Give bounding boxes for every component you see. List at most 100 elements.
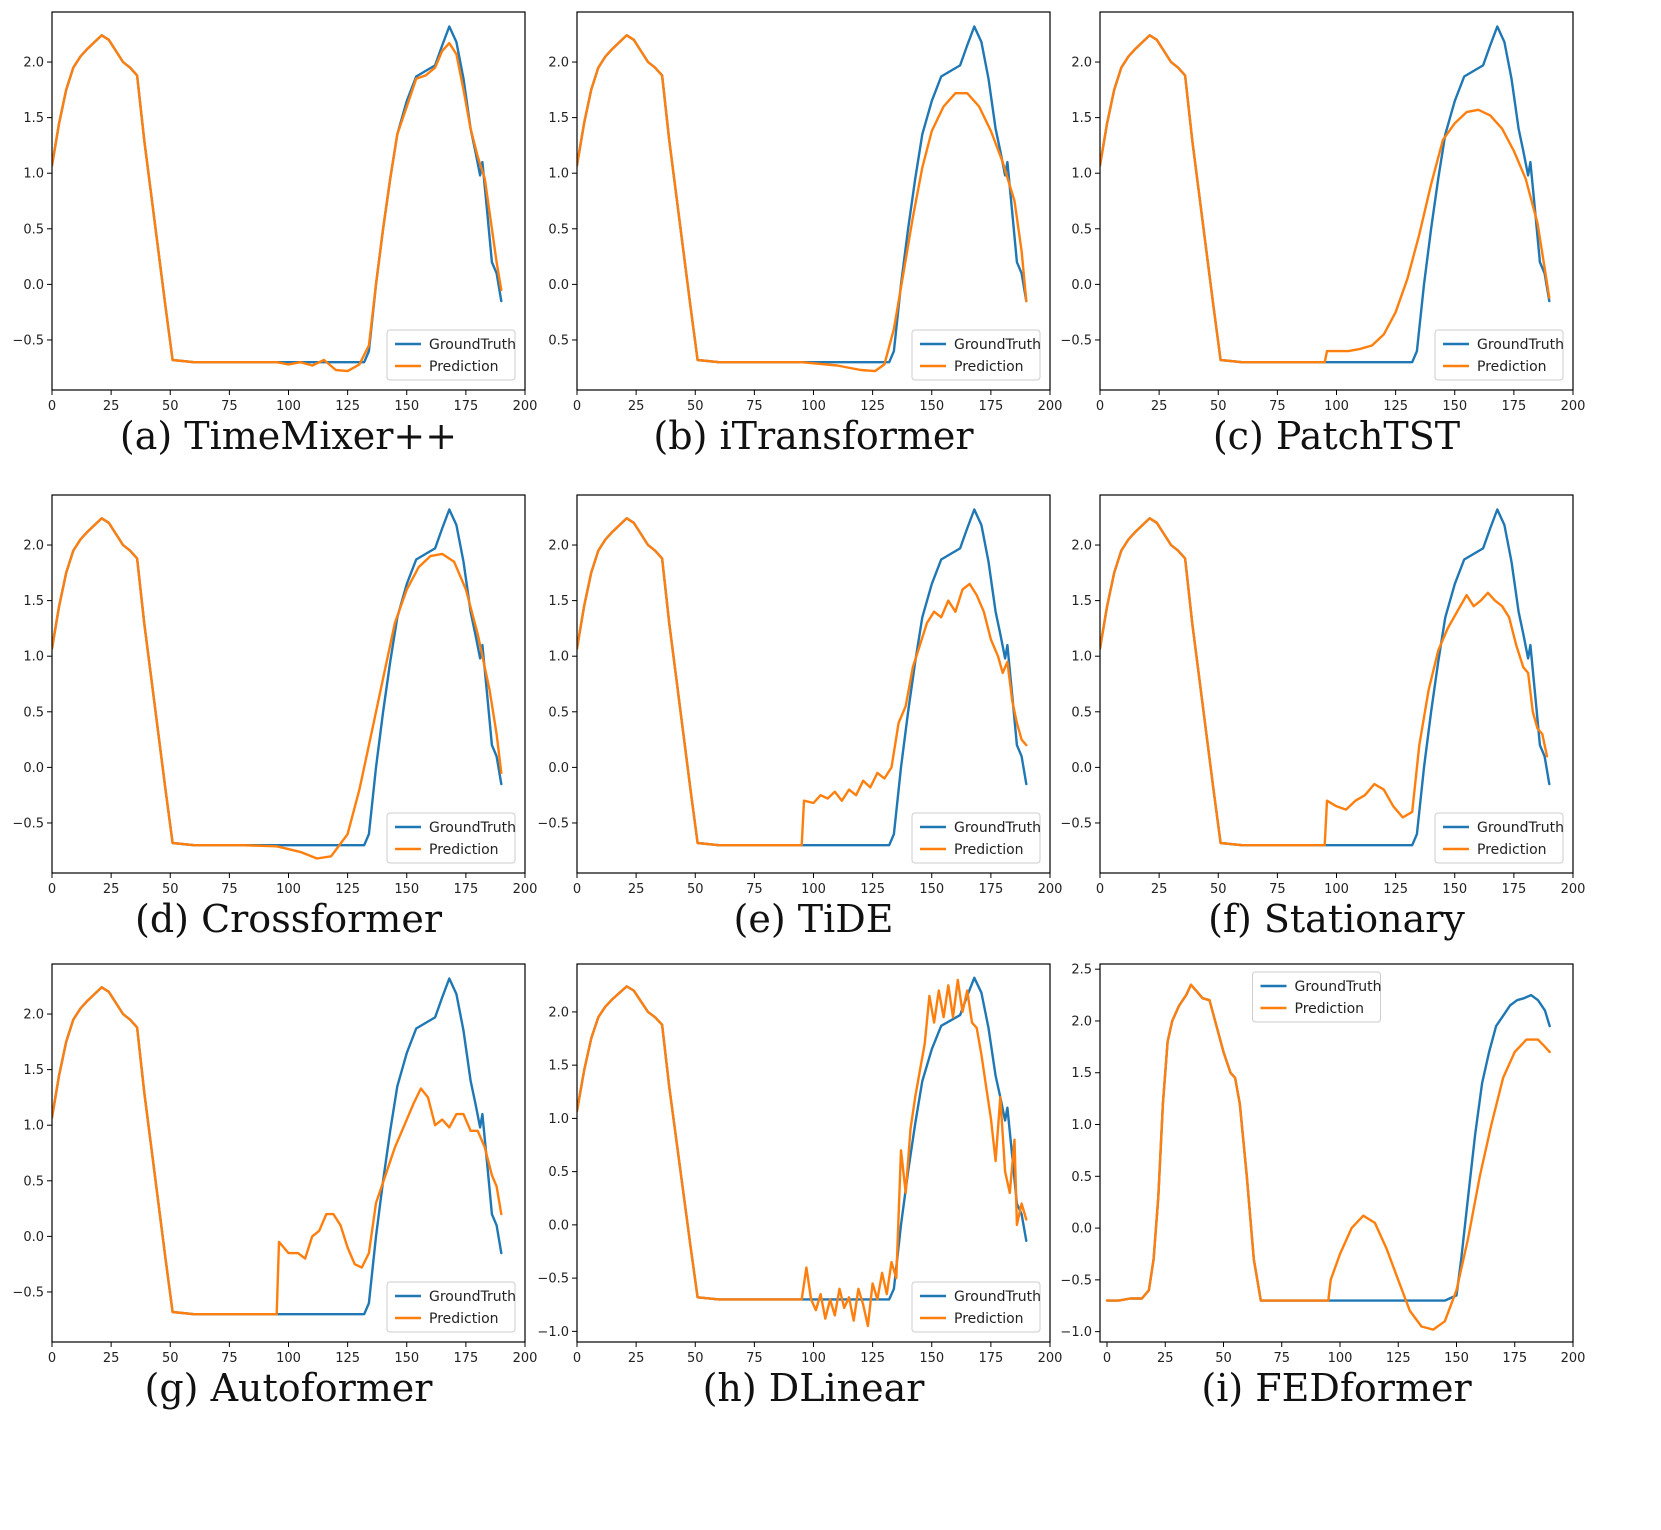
x-tick-label: 100 xyxy=(276,399,301,414)
x-tick-label: 175 xyxy=(1501,882,1526,897)
chart-svg-f: 0 25 50 75 100 125 150 175 200 −0.5 0.0 0.5 1.0 1.5 2.… xyxy=(1060,494,1585,897)
legend-label-prediction: Prediction xyxy=(1477,359,1547,375)
y-tick-label: −0.5 xyxy=(12,333,44,348)
chart-svg-c: 0 25 50 75 100 125 150 175 200 −0.5 0.0 0.5 1.0 1.5 2.… xyxy=(1060,11,1585,414)
series-line-prediction xyxy=(577,978,1028,1328)
x-tick-label: 200 xyxy=(513,1351,538,1366)
y-tick-label: 0.5 xyxy=(1071,1170,1092,1185)
legend-label-prediction: Prediction xyxy=(429,1311,499,1327)
y-tick-label: 2.0 xyxy=(1071,56,1092,71)
x-tick-label: 200 xyxy=(1561,1351,1586,1366)
x-tick-label: 200 xyxy=(513,399,538,414)
x-tick-label: 0 xyxy=(48,882,56,897)
x-tick-label: 100 xyxy=(801,1351,826,1366)
y-tick-label: 0.5 xyxy=(548,1165,569,1180)
y-tick-label: 2.0 xyxy=(548,1005,569,1020)
legend-label-prediction: Prediction xyxy=(1477,842,1547,858)
series-line-prediction xyxy=(52,34,503,373)
series-line-prediction xyxy=(577,34,1028,373)
y-tick-label: 0.5 xyxy=(1071,222,1092,237)
y-tick-label: 1.5 xyxy=(23,111,44,126)
chart-caption: (d) Crossformer xyxy=(135,897,442,941)
chart-svg-a: 0 25 50 75 100 125 150 175 200 −0.5 0.0 0.5 1.0 1.5 2.… xyxy=(12,11,537,414)
chart-caption: (g) Autoformer xyxy=(144,1366,433,1410)
y-tick-label: −0.5 xyxy=(1060,333,1092,348)
legend: GroundTruth Prediction xyxy=(386,329,516,381)
legend-label-prediction: Prediction xyxy=(954,1311,1024,1327)
x-tick-label: 100 xyxy=(1328,1351,1353,1366)
x-tick-label: 200 xyxy=(513,882,538,897)
legend-label-groundtruth: GroundTruth xyxy=(429,337,516,353)
y-tick-label: 0.0 xyxy=(548,761,569,776)
x-tick-label: 125 xyxy=(860,1351,885,1366)
legend-label-groundtruth: GroundTruth xyxy=(1477,820,1564,836)
x-tick-label: 150 xyxy=(394,882,419,897)
x-tick-label: 150 xyxy=(919,399,944,414)
y-tick-label: 1.0 xyxy=(1071,1118,1092,1133)
y-tick-label: 2.0 xyxy=(1071,539,1092,554)
x-tick-label: 50 xyxy=(687,1351,704,1366)
x-tick-label: 150 xyxy=(1442,399,1467,414)
legend: GroundTruth Prediction xyxy=(1252,971,1381,1023)
x-tick-label: 75 xyxy=(1269,399,1286,414)
chart-panel-b: 0 25 50 75 100 125 150 175 200 0.5 0.0 0.5 1.0 1.5 2.0… xyxy=(548,11,1062,464)
legend-label-prediction: Prediction xyxy=(954,842,1024,858)
y-tick-label: 1.5 xyxy=(1071,594,1092,609)
x-tick-label: 150 xyxy=(1444,1351,1469,1366)
x-tick-label: 25 xyxy=(628,882,645,897)
x-tick-label: 200 xyxy=(1038,399,1063,414)
x-tick-label: 125 xyxy=(860,882,885,897)
x-tick-label: 50 xyxy=(687,399,704,414)
chart-caption: (i) FEDformer xyxy=(1201,1366,1472,1410)
x-tick-label: 150 xyxy=(394,1351,419,1366)
chart-panel-f: 0 25 50 75 100 125 150 175 200 −0.5 0.0 0.5 1.0 1.5 2.… xyxy=(1060,494,1585,947)
x-tick-label: 25 xyxy=(103,1351,120,1366)
series-line-groundtruth xyxy=(52,977,503,1316)
series-line-groundtruth xyxy=(577,25,1028,364)
x-tick-label: 50 xyxy=(1210,399,1227,414)
y-tick-label: 0.0 xyxy=(1071,761,1092,776)
y-tick-label: 2.0 xyxy=(23,1008,44,1023)
legend-label-groundtruth: GroundTruth xyxy=(1477,337,1564,353)
x-tick-label: 150 xyxy=(919,1351,944,1366)
x-tick-label: 175 xyxy=(1501,399,1526,414)
x-tick-label: 0 xyxy=(573,882,581,897)
x-tick-label: 75 xyxy=(221,882,238,897)
x-tick-label: 125 xyxy=(335,882,360,897)
chart-panel-g: 0 25 50 75 100 125 150 175 200 −0.5 0.0 0.5 1.0 1.5 2.… xyxy=(12,963,537,1416)
y-tick-label: 1.0 xyxy=(23,1119,44,1134)
series-line-prediction xyxy=(1105,983,1551,1331)
y-tick-label: 1.0 xyxy=(23,650,44,665)
series-line-groundtruth xyxy=(1100,508,1551,847)
series-line-groundtruth xyxy=(577,508,1028,847)
y-tick-label: 1.0 xyxy=(23,167,44,182)
x-tick-label: 75 xyxy=(221,399,238,414)
x-tick-label: 200 xyxy=(1561,882,1586,897)
y-tick-label: −0.5 xyxy=(537,816,569,831)
y-tick-label: 0.5 xyxy=(23,1174,44,1189)
x-tick-label: 75 xyxy=(746,882,763,897)
y-tick-label: 1.0 xyxy=(1071,167,1092,182)
chart-svg-i: 0 25 50 75 100 125 150 175 200 −1.0 −0.5 0.0 0.5 1.0 1… xyxy=(1060,963,1585,1366)
legend-label-groundtruth: GroundTruth xyxy=(954,337,1041,353)
x-tick-label: 0 xyxy=(1096,882,1104,897)
series-line-groundtruth xyxy=(1100,25,1551,364)
x-tick-label: 100 xyxy=(801,882,826,897)
x-tick-label: 200 xyxy=(1038,1351,1063,1366)
legend: GroundTruth Prediction xyxy=(911,1281,1041,1333)
chart-panel-a: 0 25 50 75 100 125 150 175 200 −0.5 0.0 0.5 1.0 1.5 2.… xyxy=(12,11,537,464)
y-tick-label: 2.0 xyxy=(548,539,569,554)
chart-caption: (e) TiDE xyxy=(733,897,894,941)
y-tick-label: 0.5 xyxy=(548,333,569,348)
chart-caption: (a) TimeMixer++ xyxy=(119,414,458,458)
legend-label-groundtruth: GroundTruth xyxy=(429,820,516,836)
x-tick-label: 0 xyxy=(48,1351,56,1366)
x-tick-label: 125 xyxy=(335,1351,360,1366)
chart-caption: (c) PatchTST xyxy=(1212,414,1461,458)
x-tick-label: 75 xyxy=(1269,882,1286,897)
x-tick-label: 0 xyxy=(573,1351,581,1366)
legend: GroundTruth Prediction xyxy=(386,1281,516,1333)
chart-caption: (b) iTransformer xyxy=(653,414,974,458)
y-tick-label: 0.5 xyxy=(23,222,44,237)
